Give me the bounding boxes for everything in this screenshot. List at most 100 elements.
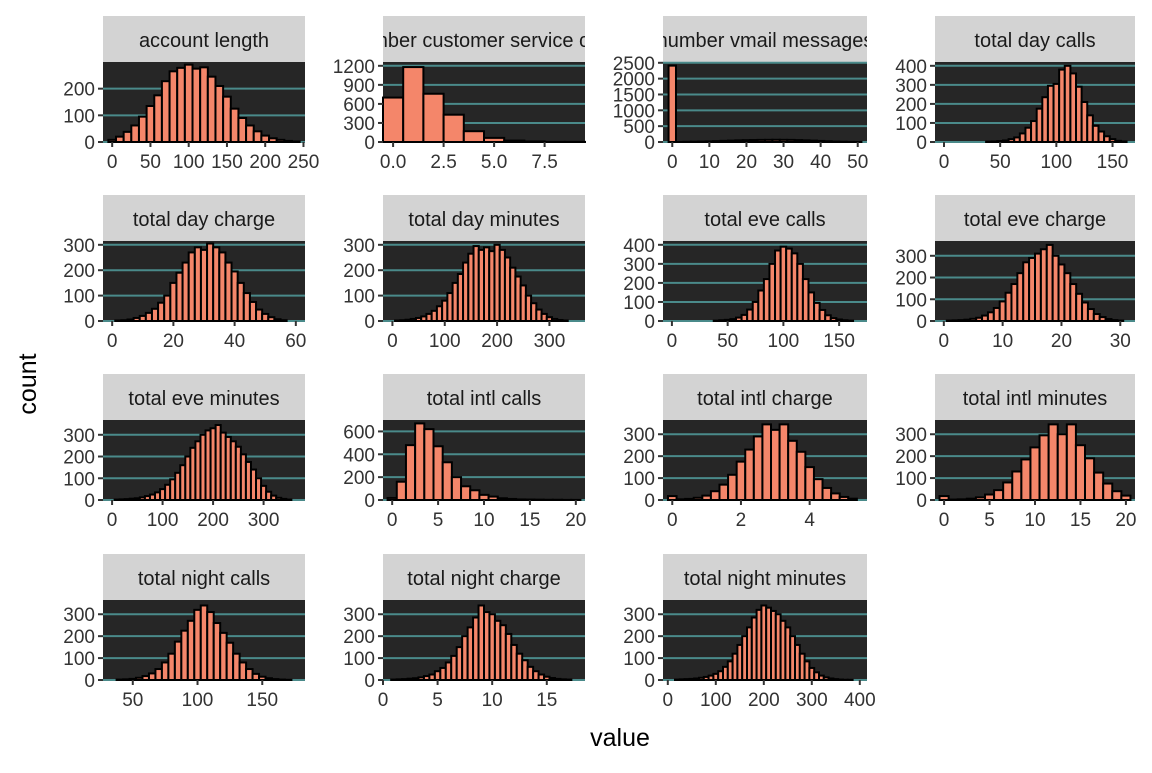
histogram-bar: [406, 445, 415, 500]
x-tick-label: 200: [197, 510, 229, 531]
histogram-bar: [461, 486, 470, 500]
y-tick-label: 300: [623, 425, 655, 446]
histogram-bar: [507, 499, 516, 500]
histogram-bar: [562, 320, 567, 321]
histogram-bar: [728, 141, 735, 142]
histogram-bar: [967, 499, 976, 500]
x-tick-label: 50: [717, 331, 738, 352]
x-tick-label: 0: [107, 510, 118, 531]
facet-title: account length: [139, 30, 269, 52]
y-tick-label: 0: [644, 491, 655, 512]
y-tick-label: 0: [916, 312, 927, 333]
histogram-bar: [281, 320, 287, 321]
histogram-bar: [787, 140, 794, 142]
x-tick-label: 15: [519, 510, 540, 531]
histogram-bar: [484, 138, 504, 142]
histogram-bar: [719, 485, 728, 500]
x-tick-label: 40: [224, 331, 245, 352]
histogram-bar: [498, 498, 507, 500]
histogram-bar: [817, 141, 824, 142]
y-axis-title: count: [14, 353, 42, 414]
x-tick-label: 10: [482, 690, 503, 711]
y-tick-label: 400: [895, 57, 927, 78]
y-tick-label: 200: [623, 627, 655, 648]
histogram-bar: [762, 424, 771, 500]
histogram-bar: [124, 132, 132, 142]
x-tick-label: 20: [736, 152, 757, 173]
histogram-bar: [797, 452, 806, 500]
histogram-bar: [823, 488, 832, 500]
x-tick-label: 2.5: [430, 152, 456, 173]
y-tick-label: 300: [895, 425, 927, 446]
facet-title: total eve charge: [964, 209, 1106, 231]
histogram-bar: [397, 482, 406, 500]
x-tick-label: 0: [663, 690, 674, 711]
histogram-bar: [154, 95, 162, 142]
x-tick-label: 20: [1051, 331, 1072, 352]
histogram-bar: [702, 496, 711, 500]
x-tick-label: 200: [249, 152, 281, 173]
facet-title: total eve calls: [704, 209, 825, 231]
x-tick-label: 5: [432, 690, 443, 711]
y-tick-label: 200: [343, 261, 375, 282]
y-tick-label: 0: [84, 491, 95, 512]
x-tick-label: 10: [1024, 510, 1045, 531]
x-tick-label: 0.0: [380, 152, 406, 173]
histogram-bar: [269, 138, 277, 142]
x-tick-label: 150: [211, 152, 243, 173]
histogram-bar: [479, 495, 488, 500]
histogram-bar: [464, 131, 484, 142]
histogram-bar: [1121, 141, 1127, 142]
y-tick-label: 200: [623, 447, 655, 468]
histogram-bar: [685, 499, 694, 500]
histogram-bar: [994, 490, 1003, 500]
x-tick-label: 300: [796, 690, 828, 711]
y-tick-label: 0: [916, 133, 927, 154]
histogram-bar: [795, 140, 802, 142]
histogram-bar: [713, 141, 720, 142]
histogram-bar: [1121, 496, 1130, 500]
y-tick-label: 0: [364, 671, 375, 692]
x-tick-label: 400: [844, 690, 876, 711]
x-tick-label: 40: [810, 152, 831, 173]
x-tick-label: 0: [378, 690, 389, 711]
y-tick-label: 300: [895, 76, 927, 97]
x-axis-title: value: [590, 724, 650, 752]
x-tick-label: 0: [387, 510, 398, 531]
histogram-bar: [780, 424, 789, 500]
facet-panel: number vmail messages0500100015002000250…: [613, 16, 874, 173]
histogram-bar: [668, 496, 677, 500]
facet-title: total day charge: [133, 209, 275, 231]
histogram-bar: [193, 69, 201, 142]
histogram-bar: [1049, 424, 1058, 500]
histogram-bar: [434, 446, 443, 500]
x-tick-label: 0: [939, 510, 950, 531]
histogram-bar: [788, 441, 797, 500]
y-tick-label: 0: [644, 671, 655, 692]
x-tick-label: 20: [1115, 510, 1136, 531]
histogram-bar: [1094, 473, 1103, 500]
y-tick-label: 400: [623, 236, 655, 257]
histogram-bar: [208, 77, 216, 142]
histogram-bar: [383, 98, 403, 142]
x-tick-label: 5.0: [481, 152, 507, 173]
histogram-bar: [139, 117, 147, 142]
y-tick-label: 2500: [613, 54, 655, 75]
y-tick-label: 100: [63, 106, 95, 127]
histogram-bar: [958, 499, 967, 500]
panel-background: [663, 62, 867, 142]
histogram-bar: [1021, 459, 1030, 500]
histogram-bar: [750, 140, 757, 142]
x-tick-label: 10: [699, 152, 720, 173]
histogram-bar: [452, 477, 461, 500]
y-tick-label: 100: [623, 649, 655, 670]
histogram-bar: [524, 141, 544, 142]
facet-title: total intl calls: [427, 388, 542, 410]
histogram-bar: [470, 490, 479, 500]
histogram-bar: [277, 140, 285, 142]
y-tick-label: 300: [343, 114, 375, 135]
